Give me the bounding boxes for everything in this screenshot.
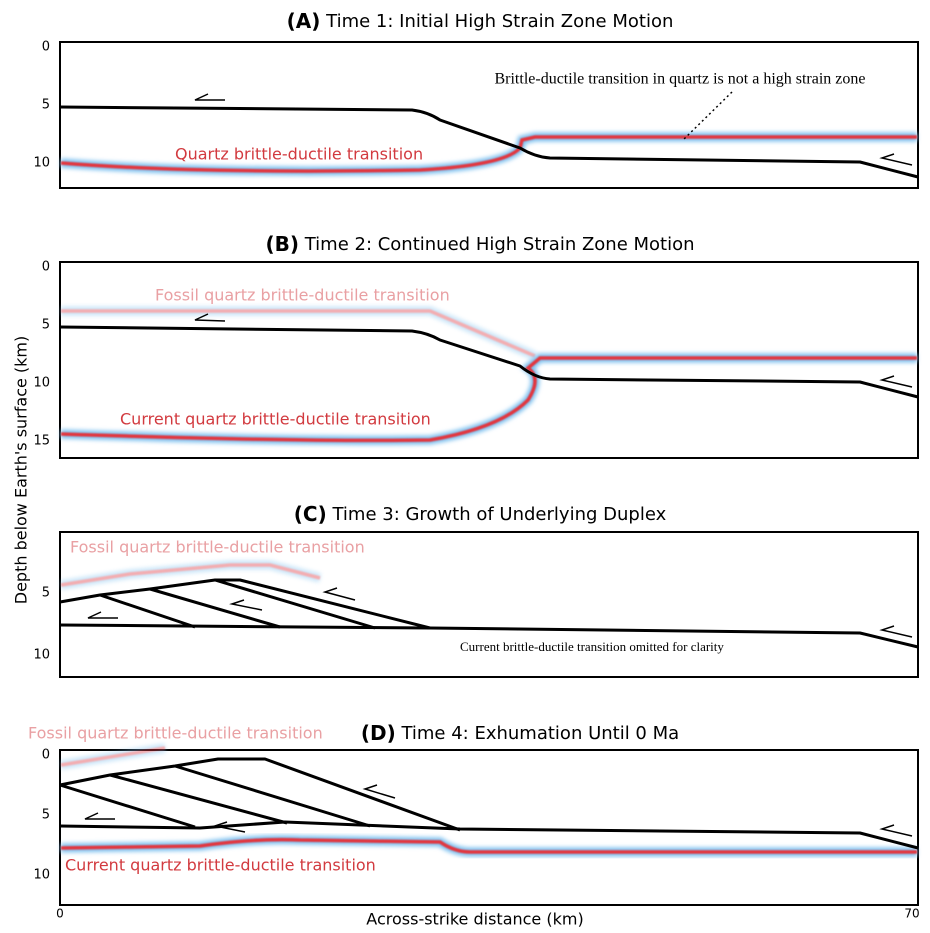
y-tick-label: 15 bbox=[33, 434, 50, 449]
y-tick-label: 5 bbox=[42, 586, 50, 601]
panel-title: (A) Time 1: Initial High Strain Zone Mot… bbox=[287, 9, 674, 33]
slip-arrow bbox=[879, 375, 913, 388]
fossil-label: Fossil quartz brittle-ductile transition bbox=[28, 724, 323, 743]
x-tick-label: 70 bbox=[904, 907, 919, 921]
y-tick-label: 10 bbox=[33, 376, 50, 391]
slip-arrow bbox=[322, 587, 356, 601]
panel-letter: (D) bbox=[361, 721, 396, 745]
fault bbox=[59, 325, 919, 399]
panel-frame bbox=[59, 261, 919, 459]
panel-title-text: Time 1: Initial High Strain Zone Motion bbox=[325, 11, 673, 32]
panel-letter: (A) bbox=[287, 9, 321, 33]
y-tick-label: 5 bbox=[42, 98, 50, 113]
panel-frame bbox=[59, 41, 919, 189]
slip-arrow bbox=[87, 611, 118, 619]
x-axis-label: Across-strike distance (km) bbox=[366, 910, 583, 929]
y-tick-label: 0 bbox=[42, 40, 50, 55]
slip-arrow bbox=[229, 599, 263, 611]
panel-frame bbox=[59, 531, 919, 678]
slip-arrow bbox=[212, 821, 246, 833]
panel-letter: (C) bbox=[294, 502, 327, 526]
slip-arrow bbox=[194, 313, 226, 322]
panel-a: (A) Time 1: Initial High Strain Zone Mot… bbox=[33, 9, 919, 189]
y-tick-label: 10 bbox=[33, 648, 50, 663]
panel-title: (C) Time 3: Growth of Underlying Duplex bbox=[294, 502, 667, 526]
y-tick-label: 0 bbox=[42, 748, 50, 763]
y-axis-label: Depth below Earth's surface (km) bbox=[12, 336, 31, 605]
y-tick-label: 10 bbox=[33, 156, 50, 171]
transition-label: Quartz brittle-ductile transition bbox=[175, 145, 423, 164]
slip-arrow bbox=[879, 824, 913, 837]
slip-arrow bbox=[879, 625, 913, 638]
x-tick-label: 0 bbox=[56, 907, 64, 921]
duplex-fault bbox=[99, 578, 376, 630]
y-tick-label: 0 bbox=[42, 260, 50, 275]
fossil-transition-line bbox=[61, 306, 537, 361]
slip-arrow bbox=[362, 784, 396, 799]
fault bbox=[59, 623, 919, 649]
fault bbox=[59, 578, 431, 630]
fault bbox=[59, 757, 461, 832]
panel-title: (B) Time 2: Continued High Strain Zone M… bbox=[265, 232, 694, 256]
slip-arrow bbox=[194, 93, 225, 101]
transition-line bbox=[60, 353, 917, 445]
leader-line bbox=[682, 91, 733, 141]
panel-b: (B) Time 2: Continued High Strain Zone M… bbox=[33, 232, 919, 459]
y-tick-label: 10 bbox=[33, 868, 50, 883]
fossil-label: Fossil quartz brittle-ductile transition bbox=[155, 286, 450, 305]
slip-arrow bbox=[84, 812, 115, 820]
transition-label: Current quartz brittle-ductile transitio… bbox=[65, 856, 376, 875]
transition-line bbox=[60, 835, 917, 857]
slip-arrow bbox=[879, 153, 913, 166]
panel-c: (C) Time 3: Growth of Underlying Duplex … bbox=[33, 502, 919, 678]
panel-title: (D) Time 4: Exhumation Until 0 Ma bbox=[361, 721, 679, 745]
panel-title-text: Time 4: Exhumation Until 0 Ma bbox=[400, 723, 679, 744]
fossil-transition-line bbox=[60, 743, 166, 770]
panel-d: (D) Time 4: Exhumation Until 0 Ma 0 5 10… bbox=[28, 721, 919, 906]
fossil-transition-line bbox=[60, 560, 322, 590]
fossil-label: Fossil quartz brittle-ductile transition bbox=[70, 538, 365, 557]
annotation: Brittle-ductile transition in quartz is … bbox=[494, 71, 865, 88]
panel-letter: (B) bbox=[265, 232, 299, 256]
transition-label: Current quartz brittle-ductile transitio… bbox=[120, 410, 431, 429]
duplex-fault bbox=[59, 764, 371, 829]
fault bbox=[59, 105, 919, 179]
panel-title-text: Time 3: Growth of Underlying Duplex bbox=[331, 504, 666, 525]
panel-title-text: Time 2: Continued High Strain Zone Motio… bbox=[304, 234, 695, 255]
transition-line bbox=[60, 132, 917, 176]
y-tick-label: 5 bbox=[42, 808, 50, 823]
annotation: Current brittle-ductile transition omitt… bbox=[460, 639, 724, 654]
y-tick-label: 5 bbox=[42, 318, 50, 333]
fault bbox=[59, 820, 919, 850]
